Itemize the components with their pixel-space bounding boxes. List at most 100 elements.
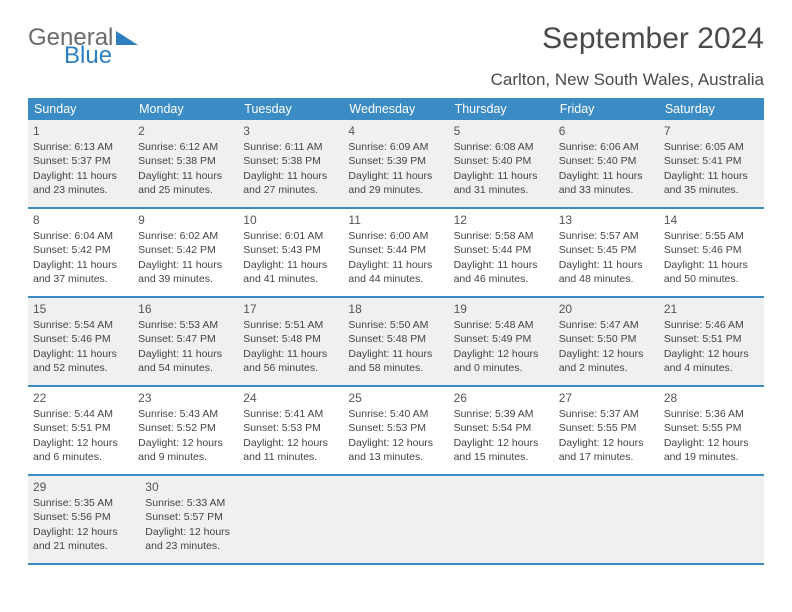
day-detail-line: Sunset: 5:47 PM (138, 332, 233, 346)
day-number: 25 (348, 390, 443, 406)
day-number: 23 (138, 390, 233, 406)
day-cell: 16Sunrise: 5:53 AMSunset: 5:47 PMDayligh… (133, 298, 238, 385)
day-detail-line: Sunrise: 6:08 AM (454, 140, 549, 154)
day-detail-line: Daylight: 12 hours (33, 525, 135, 539)
day-number: 13 (559, 212, 654, 228)
day-detail-line: Sunrise: 5:41 AM (243, 407, 338, 421)
day-detail-line: Daylight: 12 hours (145, 525, 247, 539)
dow-cell: Thursday (449, 98, 554, 120)
day-detail-line: and 48 minutes. (559, 272, 654, 286)
day-detail-line: Sunrise: 5:57 AM (559, 229, 654, 243)
day-detail-line: and 41 minutes. (243, 272, 338, 286)
day-number: 7 (664, 123, 759, 139)
day-detail-line: Sunrise: 5:53 AM (138, 318, 233, 332)
day-cell: 22Sunrise: 5:44 AMSunset: 5:51 PMDayligh… (28, 387, 133, 474)
day-cell: 27Sunrise: 5:37 AMSunset: 5:55 PMDayligh… (554, 387, 659, 474)
day-detail-line: and 50 minutes. (664, 272, 759, 286)
day-cell: 4Sunrise: 6:09 AMSunset: 5:39 PMDaylight… (343, 120, 448, 207)
day-detail-line: and 58 minutes. (348, 361, 443, 375)
day-detail-line: Sunset: 5:48 PM (243, 332, 338, 346)
day-detail-line: Daylight: 11 hours (243, 347, 338, 361)
empty-cell (559, 476, 661, 563)
day-detail-line: Daylight: 11 hours (33, 347, 128, 361)
day-detail-line: and 0 minutes. (454, 361, 549, 375)
day-detail-line: Sunrise: 6:04 AM (33, 229, 128, 243)
day-detail-line: Sunset: 5:51 PM (664, 332, 759, 346)
day-number: 26 (454, 390, 549, 406)
dow-cell: Friday (554, 98, 659, 120)
day-detail-line: Sunset: 5:55 PM (664, 421, 759, 435)
day-detail-line: Daylight: 11 hours (664, 169, 759, 183)
day-cell: 8Sunrise: 6:04 AMSunset: 5:42 PMDaylight… (28, 209, 133, 296)
week-row: 29Sunrise: 5:35 AMSunset: 5:56 PMDayligh… (28, 476, 764, 565)
day-detail-line: Daylight: 11 hours (138, 258, 233, 272)
empty-cell (457, 476, 559, 563)
day-cell: 13Sunrise: 5:57 AMSunset: 5:45 PMDayligh… (554, 209, 659, 296)
day-detail-line: and 23 minutes. (33, 183, 128, 197)
day-detail-line: and 4 minutes. (664, 361, 759, 375)
day-cell: 29Sunrise: 5:35 AMSunset: 5:56 PMDayligh… (28, 476, 140, 563)
dow-cell: Wednesday (343, 98, 448, 120)
day-number: 5 (454, 123, 549, 139)
day-detail-line: Sunrise: 6:05 AM (664, 140, 759, 154)
day-cell: 9Sunrise: 6:02 AMSunset: 5:42 PMDaylight… (133, 209, 238, 296)
day-detail-line: and 9 minutes. (138, 450, 233, 464)
day-cell: 21Sunrise: 5:46 AMSunset: 5:51 PMDayligh… (659, 298, 764, 385)
dow-cell: Sunday (28, 98, 133, 120)
day-detail-line: Daylight: 12 hours (138, 436, 233, 450)
day-cell: 11Sunrise: 6:00 AMSunset: 5:44 PMDayligh… (343, 209, 448, 296)
day-detail-line: Sunrise: 5:43 AM (138, 407, 233, 421)
page-title: September 2024 (542, 22, 764, 56)
day-detail-line: and 46 minutes. (454, 272, 549, 286)
day-detail-line: and 35 minutes. (664, 183, 759, 197)
day-detail-line: and 21 minutes. (33, 539, 135, 553)
day-detail-line: Daylight: 11 hours (348, 347, 443, 361)
day-detail-line: Daylight: 11 hours (454, 258, 549, 272)
logo: General Blue (28, 26, 138, 68)
day-detail-line: and 2 minutes. (559, 361, 654, 375)
day-cell: 15Sunrise: 5:54 AMSunset: 5:46 PMDayligh… (28, 298, 133, 385)
day-cell: 20Sunrise: 5:47 AMSunset: 5:50 PMDayligh… (554, 298, 659, 385)
empty-cell (662, 476, 764, 563)
header: General Blue September 2024 (28, 22, 764, 68)
day-detail-line: Sunrise: 5:50 AM (348, 318, 443, 332)
day-detail-line: Sunrise: 5:48 AM (454, 318, 549, 332)
day-detail-line: Daylight: 11 hours (454, 169, 549, 183)
calendar-body: 1Sunrise: 6:13 AMSunset: 5:37 PMDaylight… (28, 120, 764, 565)
day-detail-line: Daylight: 11 hours (138, 347, 233, 361)
day-detail-line: Daylight: 11 hours (348, 169, 443, 183)
day-number: 3 (243, 123, 338, 139)
day-number: 18 (348, 301, 443, 317)
day-detail-line: Sunset: 5:48 PM (348, 332, 443, 346)
day-number: 9 (138, 212, 233, 228)
day-detail-line: Sunrise: 5:47 AM (559, 318, 654, 332)
day-detail-line: Daylight: 11 hours (348, 258, 443, 272)
day-detail-line: Sunrise: 5:55 AM (664, 229, 759, 243)
day-detail-line: and 25 minutes. (138, 183, 233, 197)
day-detail-line: and 13 minutes. (348, 450, 443, 464)
day-detail-line: Sunrise: 6:02 AM (138, 229, 233, 243)
logo-blue: Blue (64, 44, 138, 68)
day-detail-line: Daylight: 12 hours (559, 347, 654, 361)
day-detail-line: Sunset: 5:43 PM (243, 243, 338, 257)
day-detail-line: and 23 minutes. (145, 539, 247, 553)
day-detail-line: Sunset: 5:53 PM (243, 421, 338, 435)
dow-cell: Tuesday (238, 98, 343, 120)
day-cell: 23Sunrise: 5:43 AMSunset: 5:52 PMDayligh… (133, 387, 238, 474)
day-cell: 2Sunrise: 6:12 AMSunset: 5:38 PMDaylight… (133, 120, 238, 207)
day-detail-line: and 44 minutes. (348, 272, 443, 286)
day-detail-line: Sunrise: 5:33 AM (145, 496, 247, 510)
day-detail-line: Sunset: 5:42 PM (33, 243, 128, 257)
day-cell: 19Sunrise: 5:48 AMSunset: 5:49 PMDayligh… (449, 298, 554, 385)
day-cell: 7Sunrise: 6:05 AMSunset: 5:41 PMDaylight… (659, 120, 764, 207)
day-detail-line: Sunrise: 5:36 AM (664, 407, 759, 421)
day-number: 29 (33, 479, 135, 495)
day-detail-line: Sunrise: 5:40 AM (348, 407, 443, 421)
day-cell: 1Sunrise: 6:13 AMSunset: 5:37 PMDaylight… (28, 120, 133, 207)
day-number: 27 (559, 390, 654, 406)
day-cell: 6Sunrise: 6:06 AMSunset: 5:40 PMDaylight… (554, 120, 659, 207)
day-detail-line: Sunset: 5:41 PM (664, 154, 759, 168)
day-detail-line: Daylight: 11 hours (33, 258, 128, 272)
day-detail-line: Sunrise: 5:35 AM (33, 496, 135, 510)
day-detail-line: Daylight: 12 hours (33, 436, 128, 450)
